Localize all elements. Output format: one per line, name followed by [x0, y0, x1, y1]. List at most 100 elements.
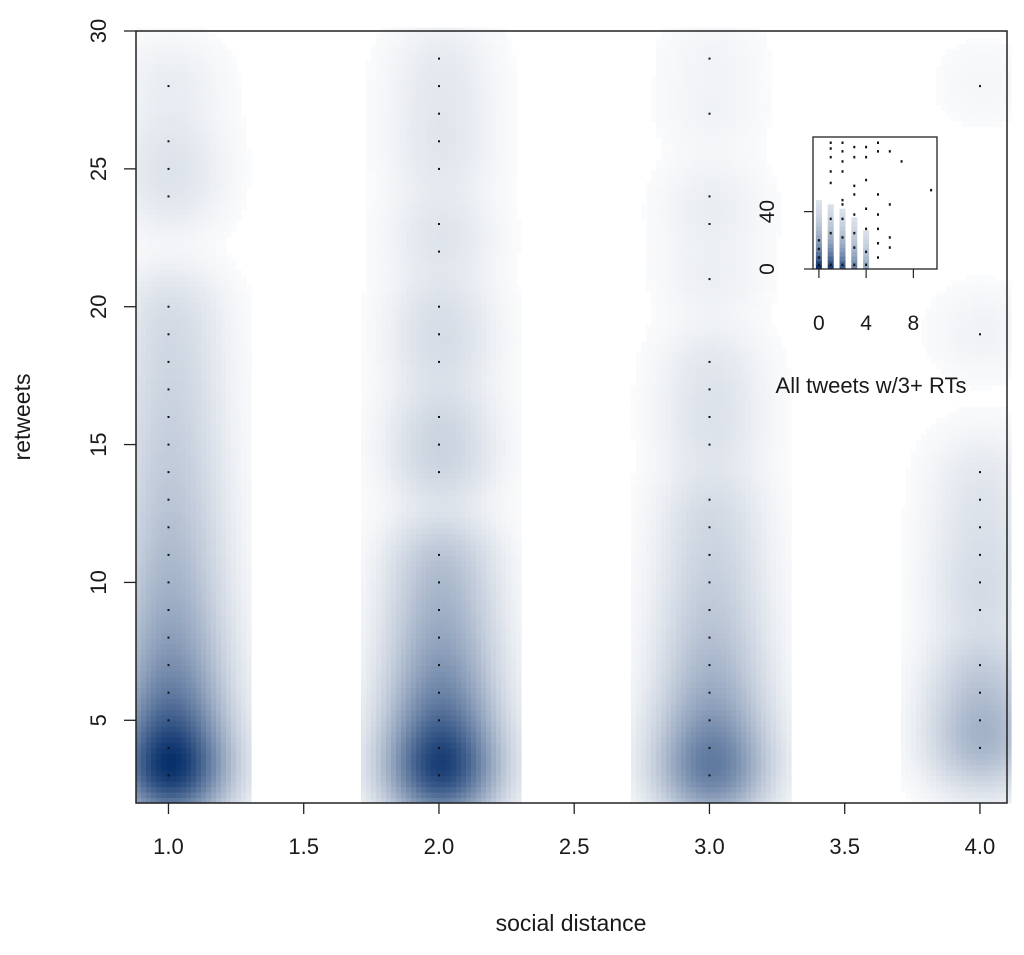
- heat-cell: [426, 632, 432, 639]
- heat-cell: [461, 555, 467, 562]
- heat-cell: [501, 726, 507, 733]
- heat-cell: [511, 797, 517, 804]
- heat-cell: [451, 786, 457, 793]
- heat-cell: [476, 588, 482, 595]
- heat-cell: [681, 649, 687, 656]
- heat-cell: [671, 737, 677, 744]
- heat-cell: [1001, 605, 1007, 612]
- heat-cell: [416, 687, 422, 694]
- heat-cell: [701, 649, 707, 656]
- heat-cell: [976, 605, 982, 612]
- heat-cell: [211, 726, 217, 733]
- heat-cell: [991, 632, 997, 639]
- heat-cell: [166, 797, 172, 804]
- heat-cell: [981, 555, 987, 562]
- heat-cell: [946, 748, 952, 755]
- heat-cell: [391, 781, 397, 788]
- heat-cell: [216, 704, 222, 711]
- heat-cell: [956, 726, 962, 733]
- heat-cell: [771, 704, 777, 711]
- heat-cell: [951, 671, 957, 678]
- heat-cell: [461, 709, 467, 716]
- heat-cell: [206, 654, 212, 661]
- heat-cell: [226, 610, 232, 617]
- heat-cell: [776, 693, 782, 700]
- heat-cell: [986, 599, 992, 606]
- heat-cell: [176, 660, 182, 667]
- heat-cell: [426, 676, 432, 683]
- heat-cell: [166, 566, 172, 573]
- heat-cell: [936, 715, 942, 722]
- heat-cell: [206, 753, 212, 760]
- heat-cell: [496, 627, 502, 634]
- heat-cell: [781, 594, 787, 601]
- heat-cell: [506, 737, 512, 744]
- heat-cell: [211, 737, 217, 744]
- heat-cell: [936, 709, 942, 716]
- heat-cell: [221, 748, 227, 755]
- heat-cell: [136, 715, 142, 722]
- heat-cell: [771, 781, 777, 788]
- heat-cell: [741, 709, 747, 716]
- heat-cell: [466, 720, 472, 727]
- heat-cell: [406, 770, 412, 777]
- heat-cell: [141, 665, 147, 672]
- heat-cell: [171, 792, 177, 799]
- heat-cell: [906, 610, 912, 617]
- heat-cell: [406, 627, 412, 634]
- heat-cell: [746, 649, 752, 656]
- heat-cell: [706, 671, 712, 678]
- heat-cell: [156, 797, 162, 804]
- heat-cell: [991, 693, 997, 700]
- heat-cell: [216, 643, 222, 650]
- heat-cell: [466, 599, 472, 606]
- heat-cell: [771, 792, 777, 799]
- heat-cell: [156, 775, 162, 782]
- heat-cell: [966, 786, 972, 793]
- heat-cell: [151, 577, 157, 584]
- heat-cell: [911, 555, 917, 562]
- heat-cell: [706, 621, 712, 628]
- heat-cell: [776, 572, 782, 579]
- heat-cell: [196, 781, 202, 788]
- heat-cell: [501, 671, 507, 678]
- heat-cell: [641, 583, 647, 590]
- heat-cell: [236, 726, 242, 733]
- heat-cell: [406, 676, 412, 683]
- heat-cell: [421, 572, 427, 579]
- heat-cell: [776, 599, 782, 606]
- heat-cell: [931, 660, 937, 667]
- heat-cell: [701, 731, 707, 738]
- heat-cell: [761, 621, 767, 628]
- heat-cell: [726, 698, 732, 705]
- heat-cell: [506, 715, 512, 722]
- heat-cell: [471, 643, 477, 650]
- heat-cell: [181, 616, 187, 623]
- heat-cell: [516, 583, 522, 590]
- heat-cell: [366, 671, 372, 678]
- heat-cell: [646, 555, 652, 562]
- heat-cell: [926, 577, 932, 584]
- heat-cell: [431, 671, 437, 678]
- heat-cell: [421, 770, 427, 777]
- heat-cell: [691, 654, 697, 661]
- heat-cell: [741, 775, 747, 782]
- heat-cell: [471, 682, 477, 689]
- heat-cell: [426, 709, 432, 716]
- heat-cell: [726, 797, 732, 804]
- heat-cell: [786, 654, 792, 661]
- heat-cell: [441, 764, 447, 771]
- heat-cell: [381, 627, 387, 634]
- heat-cell: [186, 632, 192, 639]
- heat-cell: [1006, 775, 1012, 782]
- heat-cell: [416, 566, 422, 573]
- heat-cell: [176, 583, 182, 590]
- heat-cell: [216, 715, 222, 722]
- heat-cell: [781, 627, 787, 634]
- heat-cell: [651, 610, 657, 617]
- heat-cell: [956, 797, 962, 804]
- heat-cell: [141, 610, 147, 617]
- heat-cell: [751, 649, 757, 656]
- heat-cell: [166, 572, 172, 579]
- heat-cell: [901, 577, 907, 584]
